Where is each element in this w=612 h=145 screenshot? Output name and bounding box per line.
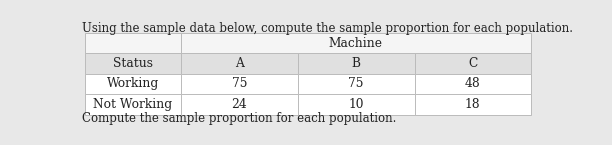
Bar <box>85 53 181 74</box>
Text: C: C <box>468 57 477 70</box>
Bar <box>85 94 181 115</box>
Text: Machine: Machine <box>329 37 383 50</box>
Text: Working: Working <box>107 77 159 90</box>
Bar <box>85 33 181 53</box>
Bar <box>85 74 181 94</box>
Text: 18: 18 <box>465 98 480 111</box>
Text: Status: Status <box>113 57 153 70</box>
Text: B: B <box>352 57 360 70</box>
Text: Compute the sample proportion for each population.: Compute the sample proportion for each p… <box>82 112 397 125</box>
Bar <box>414 94 531 115</box>
Bar <box>414 74 531 94</box>
Bar <box>181 74 297 94</box>
Bar <box>297 74 414 94</box>
Text: 75: 75 <box>231 77 247 90</box>
Bar <box>414 53 531 74</box>
Bar <box>297 53 414 74</box>
Text: A: A <box>235 57 244 70</box>
Text: Using the sample data below, compute the sample proportion for each population.: Using the sample data below, compute the… <box>82 22 573 35</box>
Bar <box>181 33 531 53</box>
Bar <box>181 53 297 74</box>
Text: 48: 48 <box>465 77 480 90</box>
Bar <box>181 94 297 115</box>
Text: Not Working: Not Working <box>94 98 173 111</box>
Text: 10: 10 <box>348 98 364 111</box>
Text: 75: 75 <box>348 77 364 90</box>
Bar <box>297 94 414 115</box>
Text: 24: 24 <box>231 98 247 111</box>
